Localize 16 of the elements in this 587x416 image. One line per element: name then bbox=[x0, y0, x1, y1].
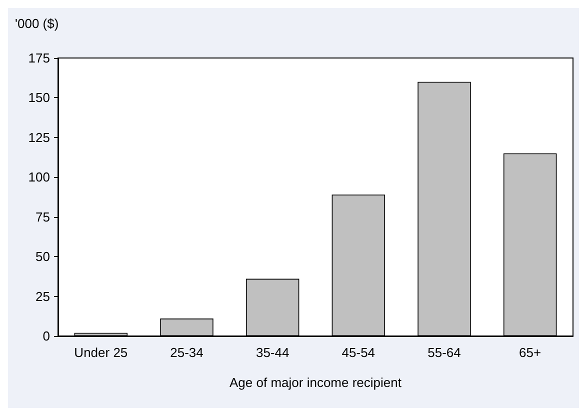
y-tick-label: 0 bbox=[42, 328, 50, 344]
y-tick-label: 150 bbox=[28, 90, 50, 106]
x-tick-label: 35-44 bbox=[256, 345, 290, 360]
y-tick-label: 100 bbox=[28, 170, 50, 185]
y-tick-label: 125 bbox=[28, 130, 50, 145]
y-tick-label: 25 bbox=[36, 288, 50, 304]
x-tick-label: 45-54 bbox=[342, 345, 376, 360]
x-tick-label: Under 25 bbox=[74, 345, 128, 360]
x-tick-label: 55-64 bbox=[428, 345, 461, 360]
x-tick-label: 65+ bbox=[519, 345, 542, 360]
x-tick-label: 25-34 bbox=[170, 345, 204, 360]
y-tick-label: 175 bbox=[28, 50, 50, 66]
y-axis-title: '000 ($) bbox=[15, 16, 59, 31]
y-tick-label: 50 bbox=[36, 249, 50, 264]
x-axis-title: Age of major income recipient bbox=[230, 375, 402, 390]
y-tick-label: 75 bbox=[36, 209, 50, 224]
